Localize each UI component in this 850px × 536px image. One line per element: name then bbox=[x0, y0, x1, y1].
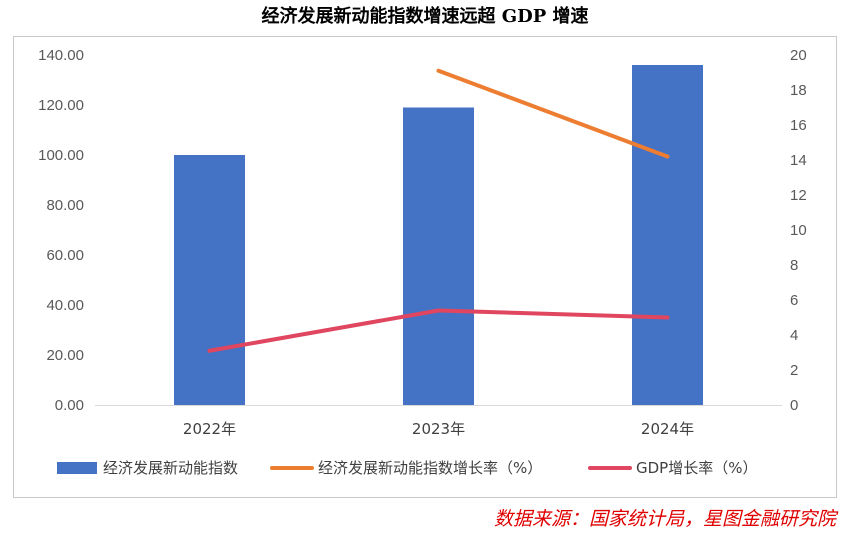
y-left-tick-label: 20.00 bbox=[46, 347, 84, 364]
y-left-tick-label: 140.00 bbox=[38, 47, 84, 64]
y-right-tick-label: 14 bbox=[790, 152, 807, 169]
y-right-tick-label: 8 bbox=[790, 257, 798, 274]
bar bbox=[174, 155, 245, 405]
legend-label: 经济发展新动能指数 bbox=[103, 459, 238, 477]
x-tick-label: 2024年 bbox=[641, 420, 694, 438]
y-right-tick-label: 6 bbox=[790, 292, 798, 309]
y-left-tick-label: 120.00 bbox=[38, 97, 84, 114]
series-line bbox=[436, 68, 670, 159]
y-right-tick-label: 16 bbox=[790, 117, 807, 134]
y-right-tick-label: 20 bbox=[790, 47, 807, 64]
chart-title: 经济发展新动能指数增速远超 GDP 增速 bbox=[261, 6, 589, 27]
y-right-tick-label: 2 bbox=[790, 362, 798, 379]
bar bbox=[403, 107, 474, 405]
y-left-tick-label: 100.00 bbox=[38, 147, 84, 164]
legend-label: 经济发展新动能指数增长率（%） bbox=[318, 459, 542, 477]
y-right-tick-label: 4 bbox=[790, 327, 798, 344]
y-left-tick-label: 0.00 bbox=[55, 397, 84, 414]
chart-frame bbox=[13, 36, 837, 498]
source-note: 数据来源：国家统计局，星图金融研究院 bbox=[493, 508, 836, 530]
bar bbox=[632, 65, 703, 405]
x-tick-label: 2022年 bbox=[183, 420, 236, 438]
y-right-tick-label: 10 bbox=[790, 222, 807, 239]
y-right-tick-label: 18 bbox=[790, 82, 807, 99]
y-right-tick-label: 12 bbox=[790, 187, 807, 204]
y-left-tick-label: 40.00 bbox=[46, 297, 84, 314]
y-left-tick-label: 60.00 bbox=[46, 247, 84, 264]
y-right-tick-label: 0 bbox=[790, 397, 798, 414]
series-line bbox=[207, 308, 670, 353]
y-left-tick-label: 80.00 bbox=[46, 197, 84, 214]
x-tick-label: 2023年 bbox=[412, 420, 465, 438]
legend-label: GDP增长率（%） bbox=[636, 459, 757, 477]
legend-swatch bbox=[57, 462, 97, 474]
